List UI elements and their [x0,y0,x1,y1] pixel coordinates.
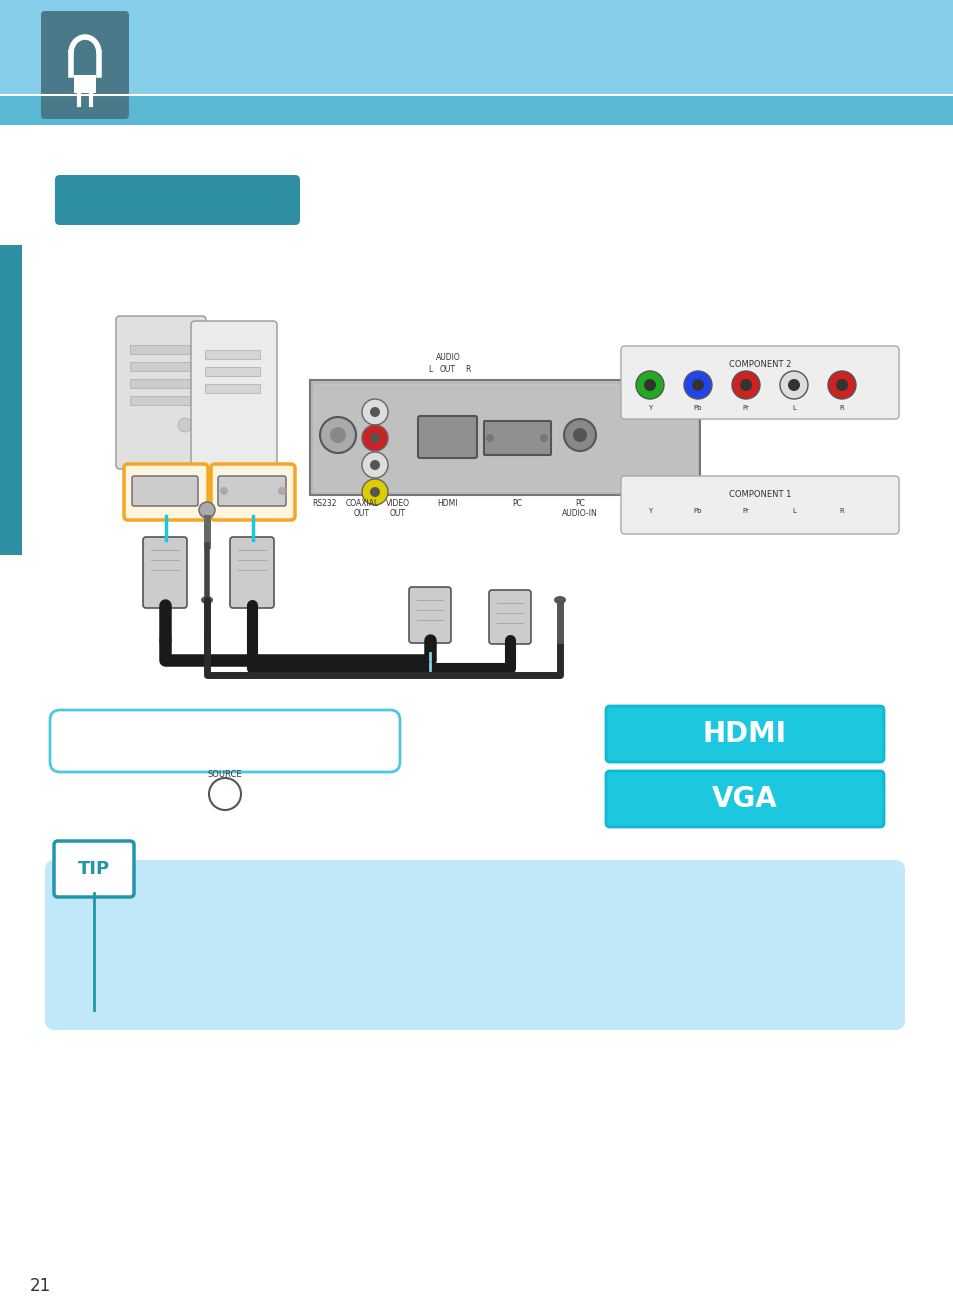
Text: PC
AUDIO-IN: PC AUDIO-IN [561,499,598,518]
Text: HDMI: HDMI [437,499,457,507]
FancyBboxPatch shape [483,421,551,455]
FancyBboxPatch shape [45,860,904,1030]
Circle shape [835,379,847,391]
Text: 21: 21 [30,1277,51,1295]
Circle shape [319,417,355,454]
FancyBboxPatch shape [116,316,206,469]
FancyBboxPatch shape [230,538,274,608]
Circle shape [370,433,379,443]
Text: Y: Y [647,405,652,412]
Bar [74,75,96,93]
Text: Pb: Pb [693,405,701,412]
Text: COMPONENT 2: COMPONENT 2 [728,361,790,368]
Circle shape [361,452,388,479]
FancyBboxPatch shape [143,538,187,608]
Circle shape [178,418,192,433]
Circle shape [683,371,711,399]
Text: VGA: VGA [711,785,777,813]
Circle shape [563,420,596,451]
FancyBboxPatch shape [620,476,898,534]
Bar [0,245,22,555]
FancyBboxPatch shape [55,174,299,225]
Bar [314,384,696,492]
Text: L: L [428,364,432,374]
Text: R: R [465,364,470,374]
Circle shape [485,434,494,442]
Text: COMPONENT 1: COMPONENT 1 [728,490,790,499]
Bar [0,94,953,125]
FancyBboxPatch shape [211,464,294,520]
FancyBboxPatch shape [605,707,883,762]
FancyBboxPatch shape [417,416,476,458]
Bar [130,345,190,354]
Bar [205,384,260,393]
Circle shape [361,399,388,425]
FancyBboxPatch shape [124,464,208,520]
FancyBboxPatch shape [620,346,898,420]
FancyBboxPatch shape [50,711,399,772]
FancyBboxPatch shape [54,840,133,897]
Circle shape [643,379,656,391]
Bar [0,0,953,94]
FancyBboxPatch shape [218,476,286,506]
Bar [310,380,700,496]
Text: Pb: Pb [693,507,701,514]
FancyBboxPatch shape [409,587,451,642]
Ellipse shape [201,597,213,604]
Circle shape [209,777,241,810]
Circle shape [636,371,663,399]
Circle shape [370,406,379,417]
Circle shape [277,486,286,496]
Text: SOURCE: SOURCE [208,770,242,779]
Circle shape [731,371,760,399]
Text: PC: PC [512,499,521,507]
Text: VIDEO
OUT: VIDEO OUT [386,499,410,518]
Text: Pr: Pr [741,507,749,514]
Circle shape [330,427,346,443]
Circle shape [370,460,379,471]
FancyBboxPatch shape [191,321,276,469]
Text: R: R [839,507,843,514]
Text: R: R [839,405,843,412]
Circle shape [361,425,388,451]
Text: L: L [791,507,795,514]
Text: L: L [791,405,795,412]
Bar [130,362,190,371]
Text: AUDIO: AUDIO [436,353,460,362]
Text: Y: Y [647,507,652,514]
Circle shape [539,434,547,442]
Circle shape [691,379,703,391]
Circle shape [787,379,800,391]
Circle shape [199,502,214,518]
FancyBboxPatch shape [605,771,883,827]
Bar [130,396,190,405]
Bar [130,379,190,388]
Bar [205,367,260,376]
Circle shape [573,427,586,442]
FancyBboxPatch shape [41,10,129,119]
Text: HDMI: HDMI [702,720,786,749]
Text: TIP: TIP [78,860,110,878]
FancyBboxPatch shape [489,590,531,644]
Circle shape [780,371,807,399]
Circle shape [370,486,379,497]
Text: RS232: RS232 [313,499,337,507]
Text: OUT: OUT [439,364,456,374]
Ellipse shape [554,597,565,604]
FancyBboxPatch shape [132,476,198,506]
Circle shape [827,371,855,399]
Circle shape [220,486,228,496]
Text: COAXIAL
OUT: COAXIAL OUT [345,499,378,518]
Circle shape [361,479,388,505]
Circle shape [740,379,751,391]
Text: Pr: Pr [741,405,749,412]
Bar [205,350,260,359]
